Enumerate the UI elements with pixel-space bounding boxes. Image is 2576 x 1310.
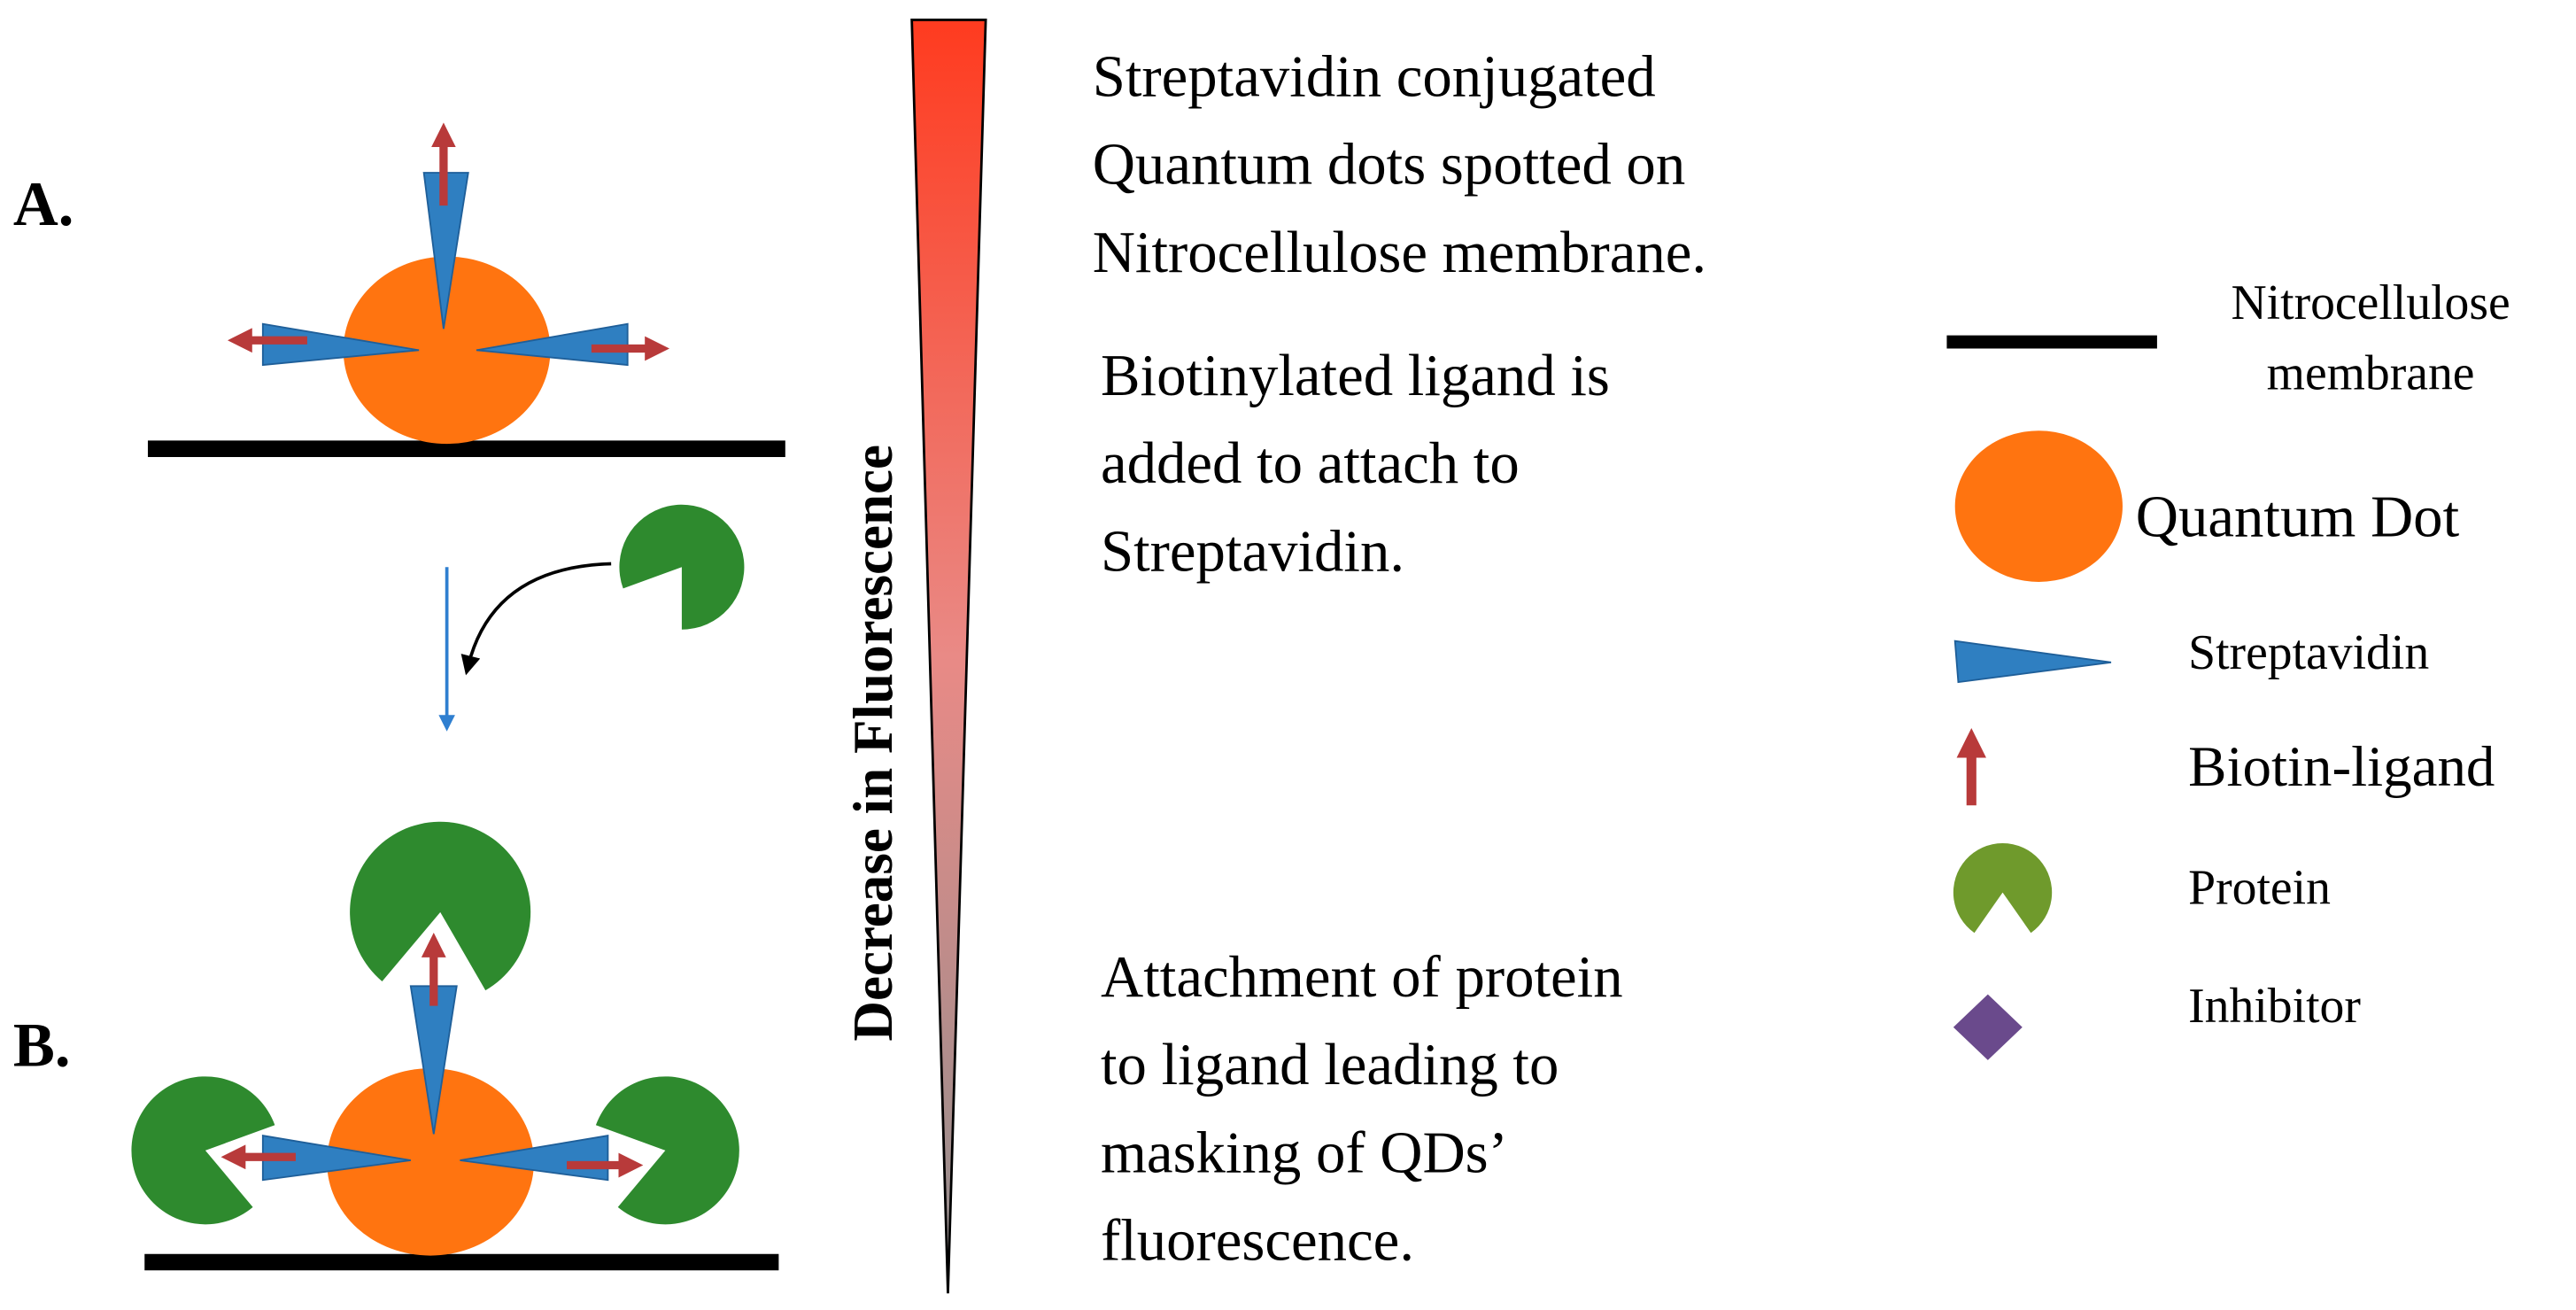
legend-label: Inhibitor xyxy=(2188,979,2361,1034)
step-text: masking of QDs’ xyxy=(1101,1120,1508,1185)
legend-streptavidin xyxy=(1953,639,2112,684)
step-text: to ligand leading to xyxy=(1101,1032,1559,1097)
gradient-label: Decrease in Fluorescence xyxy=(842,445,904,1042)
quantum-dot xyxy=(327,1068,534,1256)
protein xyxy=(595,1076,739,1225)
step-text: Quantum dots spotted on xyxy=(1093,132,1685,198)
legend-quantum-dot xyxy=(1954,430,2123,582)
legend-label: Biotin-ligand xyxy=(2188,735,2495,799)
legend-label: membrane xyxy=(2267,346,2475,401)
legend-inhibitor xyxy=(1953,994,2023,1060)
panel-label: B. xyxy=(13,1012,71,1081)
steps: Streptavidin conjugated Quantum dots spot… xyxy=(1093,43,1706,1273)
fluorescence-gradient xyxy=(910,19,987,1294)
protein xyxy=(131,1076,275,1225)
protein xyxy=(1953,842,2053,934)
legend-label: Streptavidin xyxy=(2188,625,2429,680)
step-text: added to attach to xyxy=(1101,430,1520,496)
quantum-dot xyxy=(343,256,551,445)
legend-label: Protein xyxy=(2188,860,2331,915)
step-text: Nitrocellulose membrane. xyxy=(1093,220,1706,285)
panel-label: A. xyxy=(13,170,74,239)
curved-arrow xyxy=(460,562,612,676)
step-text: fluorescence. xyxy=(1101,1208,1414,1274)
legend-label: Quantum Dot xyxy=(2136,484,2460,549)
step-text: Streptavidin conjugated xyxy=(1093,43,1656,109)
protein xyxy=(619,504,745,630)
legend-label: Nitrocellulose xyxy=(2231,275,2510,330)
step-text: Biotinylated ligand is xyxy=(1101,343,1610,408)
protein xyxy=(350,821,531,991)
step-text: Streptavidin. xyxy=(1101,518,1404,584)
step-text: Attachment of protein xyxy=(1101,944,1623,1010)
